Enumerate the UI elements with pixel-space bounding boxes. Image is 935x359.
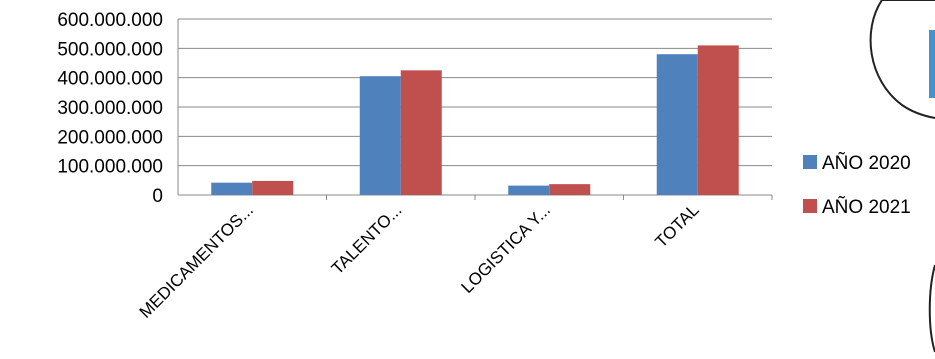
y-tick-label: 200.000.000 — [57, 127, 163, 148]
y-tick-label: 400.000.000 — [57, 69, 163, 90]
bars — [211, 45, 739, 196]
y-tick-label: 0 — [152, 186, 163, 207]
bar-2-4 — [697, 45, 739, 196]
y-tick-label: 100.000.000 — [57, 157, 163, 178]
y-tick-label: 500.000.000 — [57, 39, 163, 60]
category-label: MEDICAMENTOS... — [136, 200, 257, 321]
legend-swatch — [803, 155, 817, 169]
category-labels: MEDICAMENTOS... TALENTO... LOGISTICA Y... T… — [136, 200, 703, 321]
category-label: TOTAL — [652, 200, 703, 251]
decorative-circle-bottom — [928, 264, 935, 353]
bar-1-3 — [508, 185, 550, 195]
y-tick-label: 600.000.000 — [57, 10, 163, 31]
y-tick-labels: 0 100.000.000 200.000.000 300.000.000 400.00… — [57, 10, 163, 207]
legend: AÑO 2020 AÑO 2021 — [803, 152, 911, 218]
bar-1-2 — [359, 76, 401, 195]
decorative-blue-shape — [929, 30, 935, 98]
category-label: TALENTO... — [328, 200, 406, 278]
y-tick-label: 300.000.000 — [57, 98, 163, 119]
bar-2-1 — [252, 180, 294, 195]
bar-2-2 — [400, 70, 442, 195]
legend-swatch — [803, 199, 817, 213]
decorative-circle-top — [869, 0, 935, 119]
bar-1-4 — [656, 54, 698, 196]
category-label: LOGISTICA Y... — [458, 200, 555, 297]
bar-2-3 — [549, 184, 591, 195]
legend-label: AÑO 2021 — [822, 196, 911, 218]
bar-1-1 — [211, 182, 253, 195]
legend-label: AÑO 2020 — [822, 152, 911, 174]
